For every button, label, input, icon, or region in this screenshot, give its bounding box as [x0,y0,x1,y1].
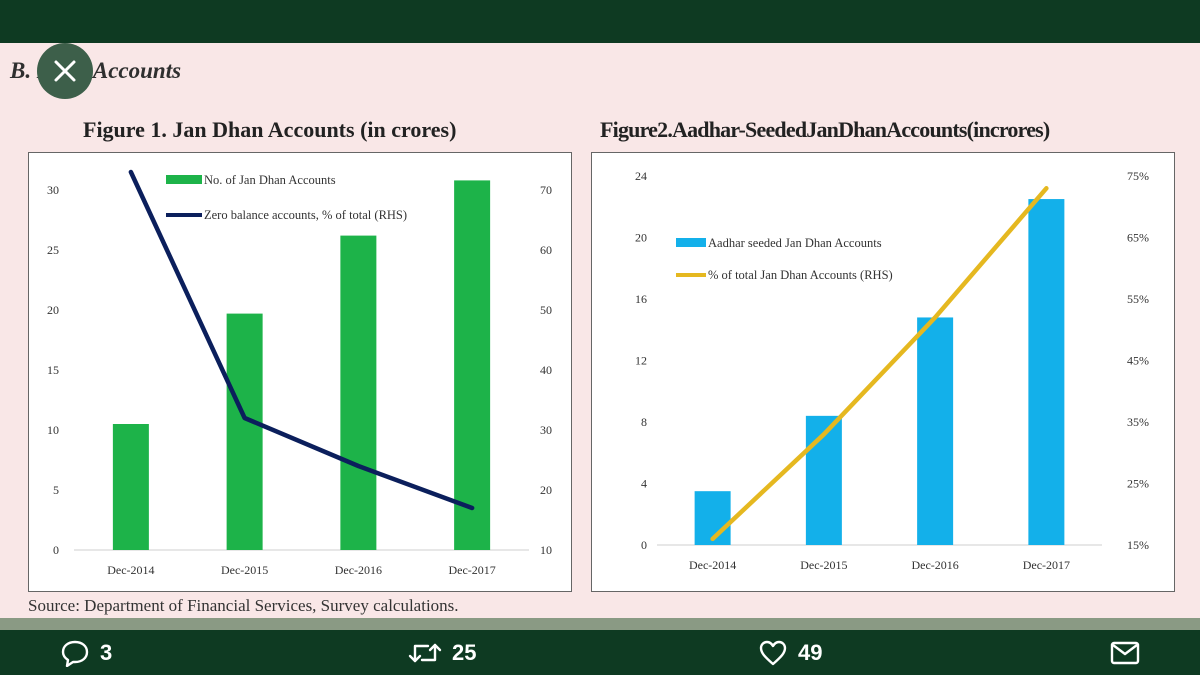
fig2-bar [917,317,954,545]
fig2-left-tick-label: 20 [635,231,647,245]
figure1-chart: 0 5 10 15 20 25 30 10 20 30 40 50 60 70 Dec-2014 Dec-20… [47,169,552,577]
fig2-right-tick-label: 15% [1127,538,1149,552]
like-button[interactable]: 49 [758,630,822,675]
fig2-right-tick-label: 55% [1127,292,1149,306]
fig2-right-tick-label: 75% [1127,169,1149,183]
source-note: Source: Department of Financial Services… [28,596,459,615]
fig2-right-tick-label: 45% [1127,354,1149,368]
fig2-left-tick-label: 16 [635,292,647,306]
fig1-left-tick-label: 20 [47,303,59,317]
reply-count: 3 [100,639,113,665]
retweet-button[interactable]: 25 [408,630,476,675]
section-heading: B. Bank Accounts [10,58,182,83]
fig1-right-tick-label: 70 [540,183,552,197]
fig1-category-label: Dec-2015 [221,563,268,577]
fig1-right-tick-label: 50 [540,303,552,317]
fig2-category-label: Dec-2015 [800,558,847,572]
fig1-right-tick-label: 30 [540,423,552,437]
fig2-legend-bar-swatch [676,238,706,247]
fig1-bar [454,180,491,550]
fig2-category-label: Dec-2016 [911,558,958,572]
share-button[interactable] [1110,630,1140,675]
fig2-left-tick-label: 8 [641,415,647,429]
fig1-right-tick-label: 60 [540,243,552,257]
fig1-left-tick-label: 25 [47,243,59,257]
share-icon [1110,641,1140,664]
fig1-legend-line-label: Zero balance accounts, % of total (RHS) [204,208,407,222]
fig1-category-label: Dec-2014 [107,563,154,577]
fig1-right-tick-label: 20 [540,483,552,497]
figure2-chart-panel: 0 4 8 12 16 20 24 15% 25% 35% 45% 55% 65% 75% Dec-2014… [591,152,1175,592]
divider-strip [0,618,1200,630]
fig1-right-tick-label: 40 [540,363,552,377]
fig2-legend-line-label: % of total Jan Dhan Accounts (RHS) [708,268,893,282]
fig2-right-tick-label: 25% [1127,477,1149,491]
figure1-chart-panel: 0 5 10 15 20 25 30 10 20 30 40 50 60 70 Dec-2014 Dec-20… [28,152,572,592]
fig1-left-tick-label: 10 [47,423,59,437]
fig2-left-tick-label: 12 [635,354,647,368]
fig2-bar [1028,199,1065,545]
heart-icon [759,640,787,665]
fig2-left-tick-label: 0 [641,538,647,552]
fig2-right-tick-label: 35% [1127,415,1149,429]
fig1-line-series [128,169,475,511]
fig1-legend-bar-swatch [166,175,202,184]
reply-icon [61,640,89,667]
close-icon [54,60,76,82]
fig1-bar [226,313,263,550]
retweet-count: 25 [452,639,477,665]
fig1-left-tick-label: 5 [53,483,59,497]
retweet-icon [408,643,442,662]
fig2-left-tick-label: 24 [635,169,647,183]
fig2-legend-bar-label: Aadhar seeded Jan Dhan Accounts [708,236,882,250]
fig1-bar [112,424,149,550]
fig1-right-tick-label: 10 [540,543,552,557]
fig1-bar [340,235,377,550]
reply-button[interactable]: 3 [60,630,112,675]
fig1-left-tick-label: 0 [53,543,59,557]
fig2-left-tick-label: 4 [641,477,647,491]
figure2-chart: 0 4 8 12 16 20 24 15% 25% 35% 45% 55% 65% 75% Dec-2014… [635,169,1149,572]
figure2-title: Figure2.Aadhar-SeededJanDhanAccounts(inc… [600,117,1050,142]
fig1-left-tick-label: 30 [47,183,59,197]
fig1-legend-bar-label: No. of Jan Dhan Accounts [204,173,336,187]
fig2-line-series [710,186,1049,542]
top-bar [0,0,1200,43]
fig1-left-tick-label: 15 [47,363,59,377]
fig1-category-label: Dec-2016 [335,563,382,577]
close-button[interactable] [37,43,93,99]
like-count: 49 [798,639,823,665]
fig1-category-label: Dec-2017 [448,563,495,577]
fig2-category-label: Dec-2014 [689,558,736,572]
figure1-title: Figure 1. Jan Dhan Accounts (in crores) [83,117,457,142]
tweet-action-bar: 3 25 49 [0,630,1200,675]
fig2-right-tick-label: 65% [1127,231,1149,245]
fig2-category-label: Dec-2017 [1023,558,1070,572]
